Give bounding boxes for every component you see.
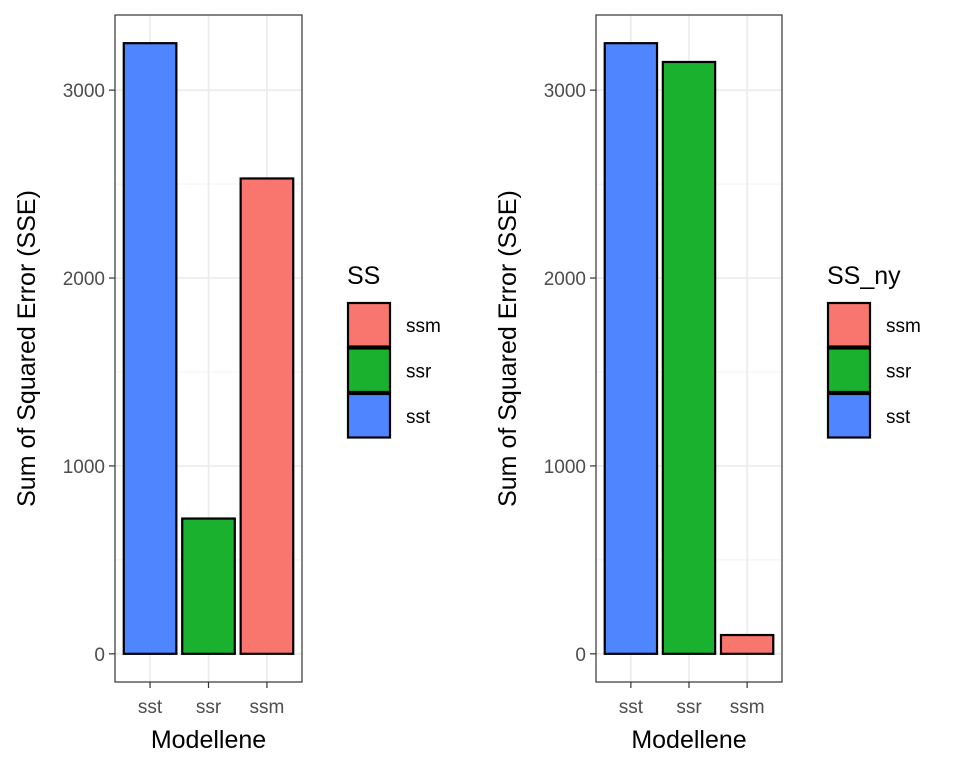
legend-label-ssm: ssm: [886, 316, 921, 337]
legend-key-ssm: [826, 301, 872, 348]
legend-label-sst: sst: [886, 407, 911, 428]
bar-sst: [122, 42, 178, 655]
chart-panel-1: 0 1000 2000 3000 sst ssr ssm Modellene Sum of Sq…: [13, 14, 441, 754]
legend-key-sst: [826, 392, 872, 439]
bar-ssr: [181, 517, 236, 655]
legend-label-ssr: ssr: [406, 361, 432, 382]
bar-ssr: [661, 60, 717, 655]
legend-label-ssm: ssm: [406, 316, 441, 337]
y-axis-title: Sum of Squared Error (SSE): [494, 190, 522, 507]
x-tick-label-ssr: ssr: [196, 697, 222, 718]
legend-key-ssm: [346, 301, 392, 348]
y-tick-label: 2000: [544, 269, 586, 290]
legend-key-ssr: [346, 347, 392, 394]
x-tick-label-ssr: ssr: [676, 697, 702, 718]
y-tick-label: 0: [575, 645, 586, 666]
y-tick-label: 1000: [544, 457, 586, 478]
y-tick-label: 2000: [63, 269, 105, 290]
legend-label-ssr: ssr: [886, 361, 912, 382]
legend: SS ssm ssr sst: [346, 262, 441, 439]
bar-ssm: [239, 177, 295, 655]
y-axis-title: Sum of Squared Error (SSE): [13, 190, 41, 507]
legend-label-sst: sst: [406, 407, 431, 428]
x-axis-title: Modellene: [151, 726, 266, 754]
chart-panel-2: 0 1000 2000 3000 sst ssr ssm Modellene Sum of Sq…: [494, 14, 921, 754]
legend-title: SS_ny: [827, 262, 901, 290]
x-tick-label-sst: sst: [138, 697, 163, 718]
x-tick-label-ssm: ssm: [730, 697, 765, 718]
y-tick-label: 1000: [63, 457, 105, 478]
y-tick-label: 0: [94, 645, 105, 666]
x-tick-label-ssm: ssm: [250, 697, 285, 718]
y-tick-label: 3000: [63, 81, 105, 102]
x-tick-label-sst: sst: [619, 697, 644, 718]
bar-sst: [603, 42, 659, 655]
y-tick-label: 3000: [544, 81, 586, 102]
legend-title: SS: [347, 262, 380, 290]
x-axis-title: Modellene: [631, 726, 746, 754]
legend-key-sst: [346, 392, 392, 439]
bar-ssm: [719, 633, 775, 655]
legend-key-ssr: [826, 347, 872, 394]
